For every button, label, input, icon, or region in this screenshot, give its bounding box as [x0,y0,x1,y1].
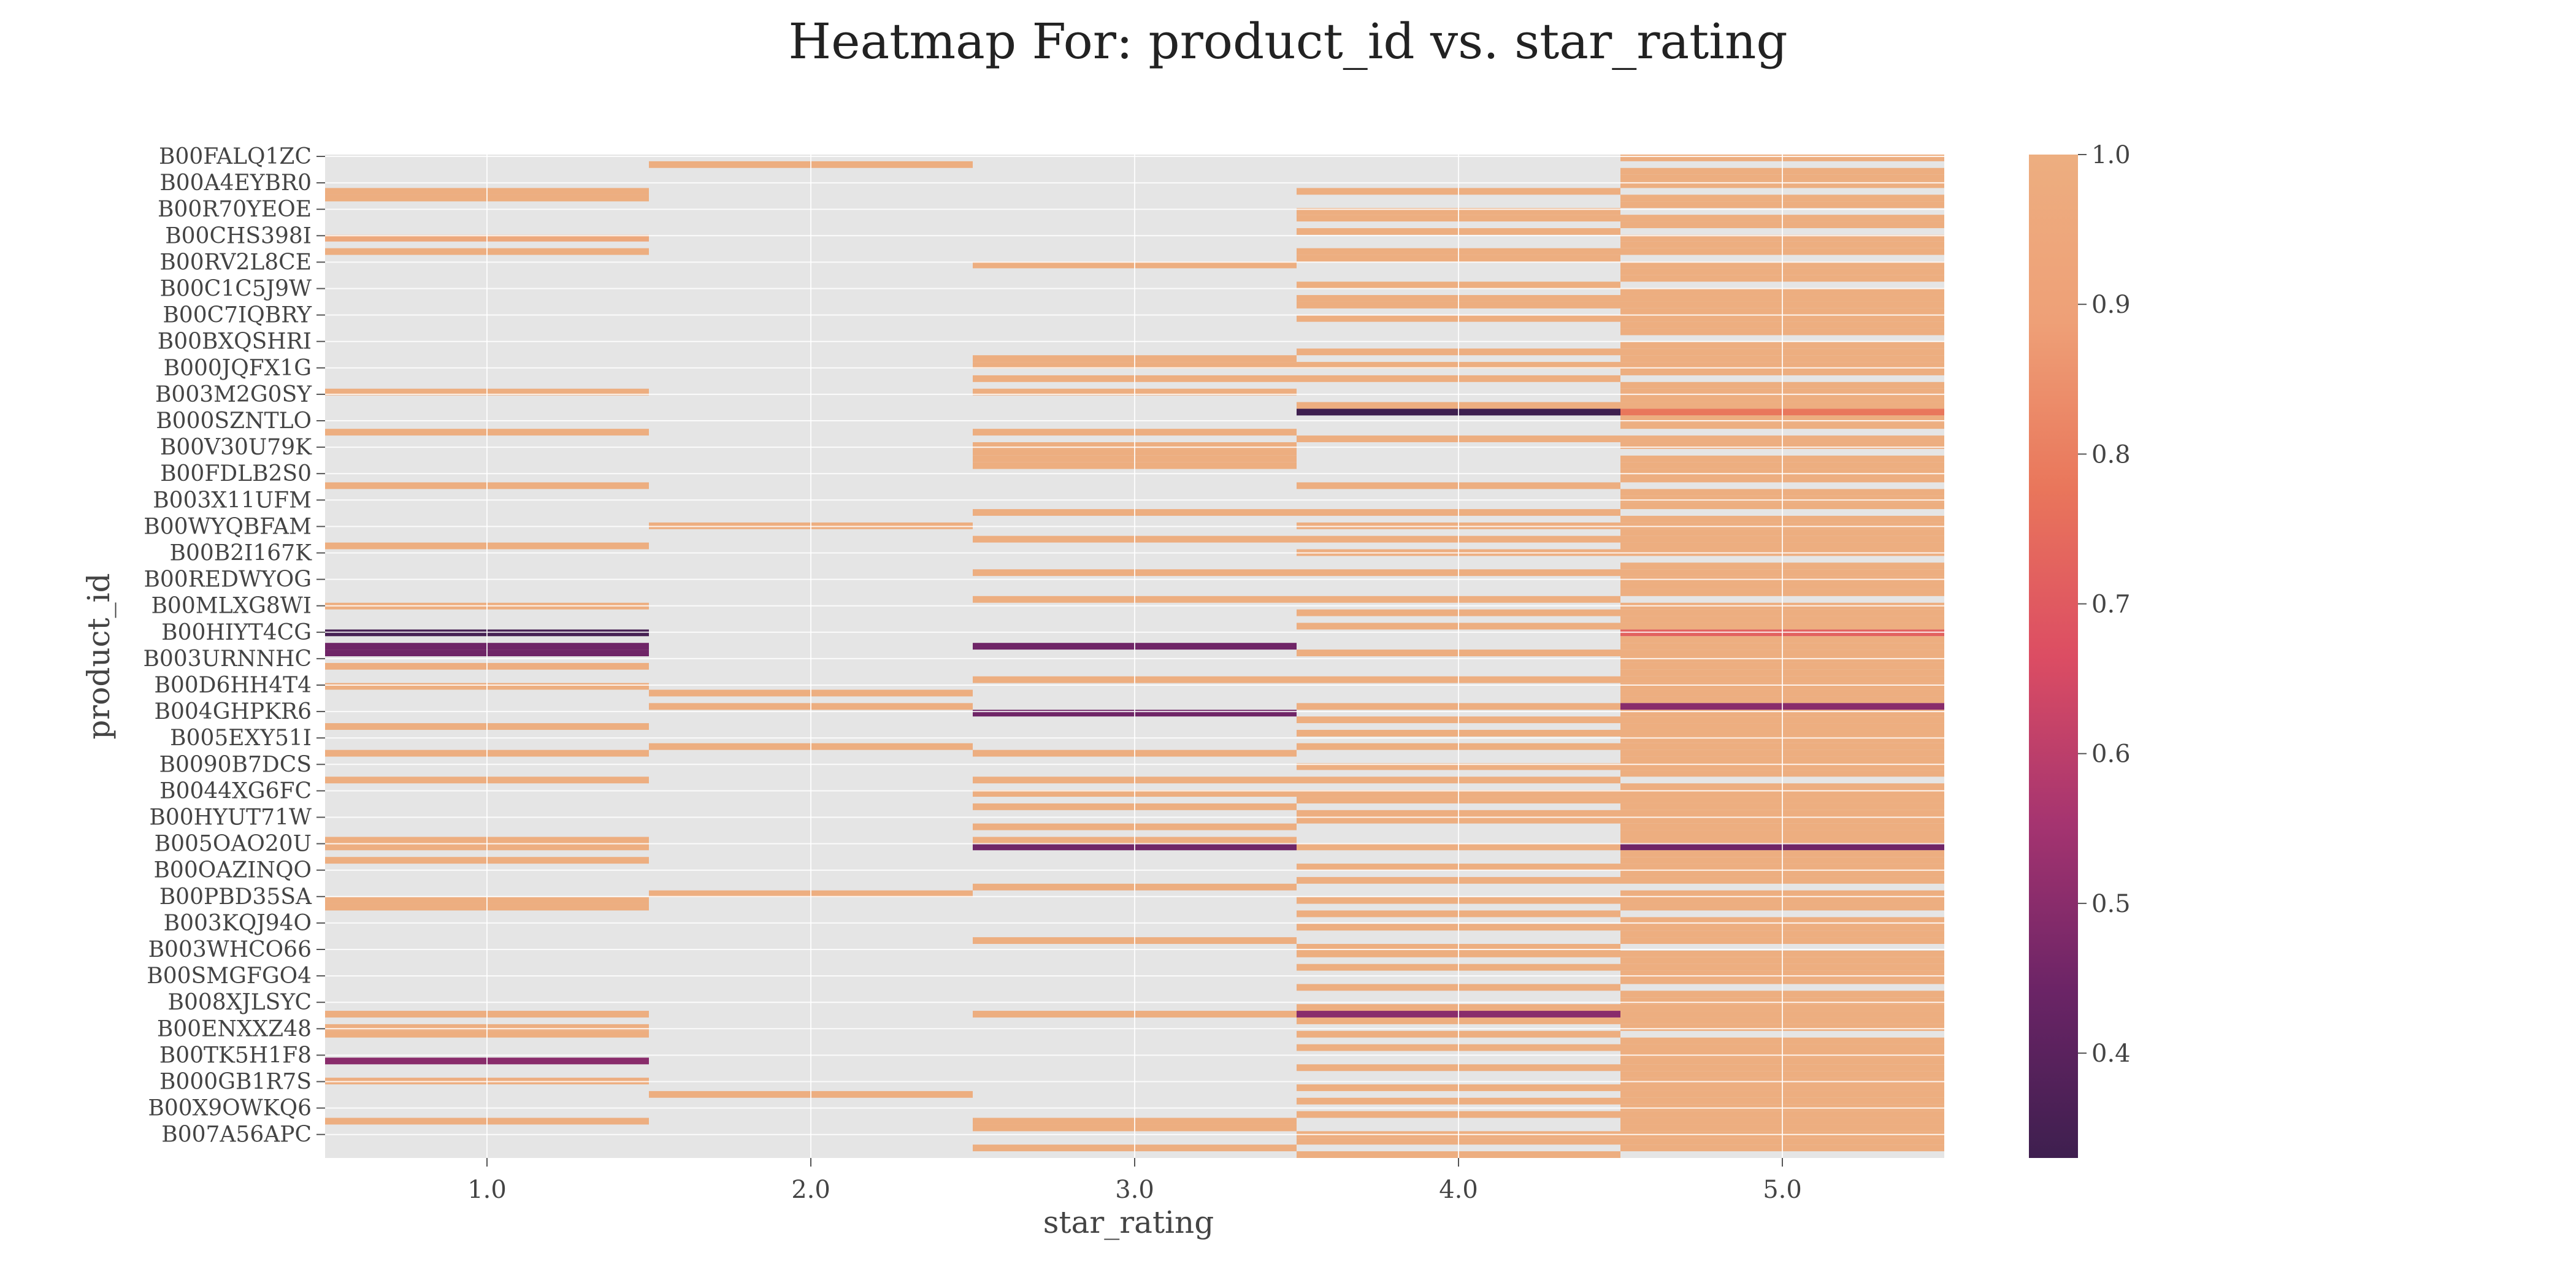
y-tick-label: B008XJLSYC [168,990,312,1015]
colorbar-tick-label: 0.6 [2091,740,2131,769]
y-tick-label: B000GB1R7S [159,1070,312,1095]
y-tick-label: B00RV2L8CE [159,250,312,275]
y-tick-label: B005OAO20U [155,832,312,857]
y-tick-label: B007A56APC [161,1122,312,1148]
y-tick-label: B00V30U79K [160,435,312,460]
y-axis-label: product_id [81,573,117,739]
y-tick-label: B0044XG6FC [159,778,312,803]
colorbar-tick-label: 0.9 [2091,291,2131,319]
y-tick-label: B003KQJ94O [164,911,312,936]
y-tick-label: B00A4EYBR0 [159,171,312,196]
y-tick-label: B000SZNTLO [156,408,312,434]
y-tick-label: B004GHPKR6 [155,699,312,724]
y-tick-label: B00HIYT4CG [161,620,312,645]
x-tick-label: 2.0 [791,1176,830,1204]
grid-lines [325,155,1944,1158]
y-tick-label: B003X11UFM [153,488,312,513]
colorbar-tick-label: 0.5 [2091,890,2131,918]
y-tick-label: B00ENXXZ48 [157,1016,312,1041]
y-tick-label: B000JQFX1G [164,356,312,381]
y-tick-label: B00X9OWKQ6 [148,1096,312,1121]
y-axis-ticks: B00FALQ1ZCB00A4EYBR0B00R70YEOEB00CHS398I… [143,144,325,1148]
x-axis-label: star_rating [1043,1205,1214,1240]
y-tick-label: B00SMGFGO4 [147,964,312,989]
colorbar-tick-label: 0.7 [2091,591,2131,619]
colorbar-ticks: 0.4 0.5 0.6 0.7 0.8 0.9 1.0 [2078,141,2131,1068]
y-tick-label: B00CHS398I [165,223,312,248]
y-tick-label: B00FDLB2S0 [160,461,312,486]
y-tick-label: B00PBD35SA [159,884,312,910]
colorbar-tick-label: 0.4 [2091,1040,2131,1068]
y-tick-label: B00HYUT71W [149,805,312,830]
y-tick-label: B005EXY51I [170,726,312,751]
y-tick-label: B0090B7DCS [159,752,312,777]
y-tick-label: B00REDWYOG [144,567,312,592]
y-tick-label: B00C7IQBRY [163,303,312,328]
x-tick-label: 5.0 [1763,1176,1802,1204]
y-tick-label: B003URNNHC [143,646,312,672]
y-tick-label: B00TK5H1F8 [159,1043,312,1068]
colorbar [2029,155,2078,1158]
colorbar-tick-label: 1.0 [2091,141,2131,169]
x-tick-label: 1.0 [467,1176,507,1204]
y-tick-label: B00R70YEOE [158,197,312,222]
y-tick-label: B00D6HH4T4 [154,673,312,698]
x-axis-ticks: 1.0 2.0 3.0 4.0 5.0 [467,1158,1802,1204]
x-tick-label: 3.0 [1115,1176,1154,1204]
y-tick-label: B00FALQ1ZC [159,144,312,169]
y-tick-label: B00WYQBFAM [144,514,312,539]
chart-title: Heatmap For: product_id vs. star_rating [788,13,1787,70]
y-tick-label: B00OAZINQO [153,858,312,883]
x-tick-label: 4.0 [1439,1176,1478,1204]
y-tick-label: B00MLXG8WI [151,594,312,619]
y-tick-label: B003WHCO66 [148,937,312,962]
y-tick-label: B00C1C5J9W [160,277,312,302]
y-tick-label: B00BXQSHRI [158,329,312,355]
colorbar-tick-label: 0.8 [2091,440,2131,469]
y-tick-label: B00B2I167K [170,541,313,566]
y-tick-label: B003M2G0SY [155,382,312,407]
